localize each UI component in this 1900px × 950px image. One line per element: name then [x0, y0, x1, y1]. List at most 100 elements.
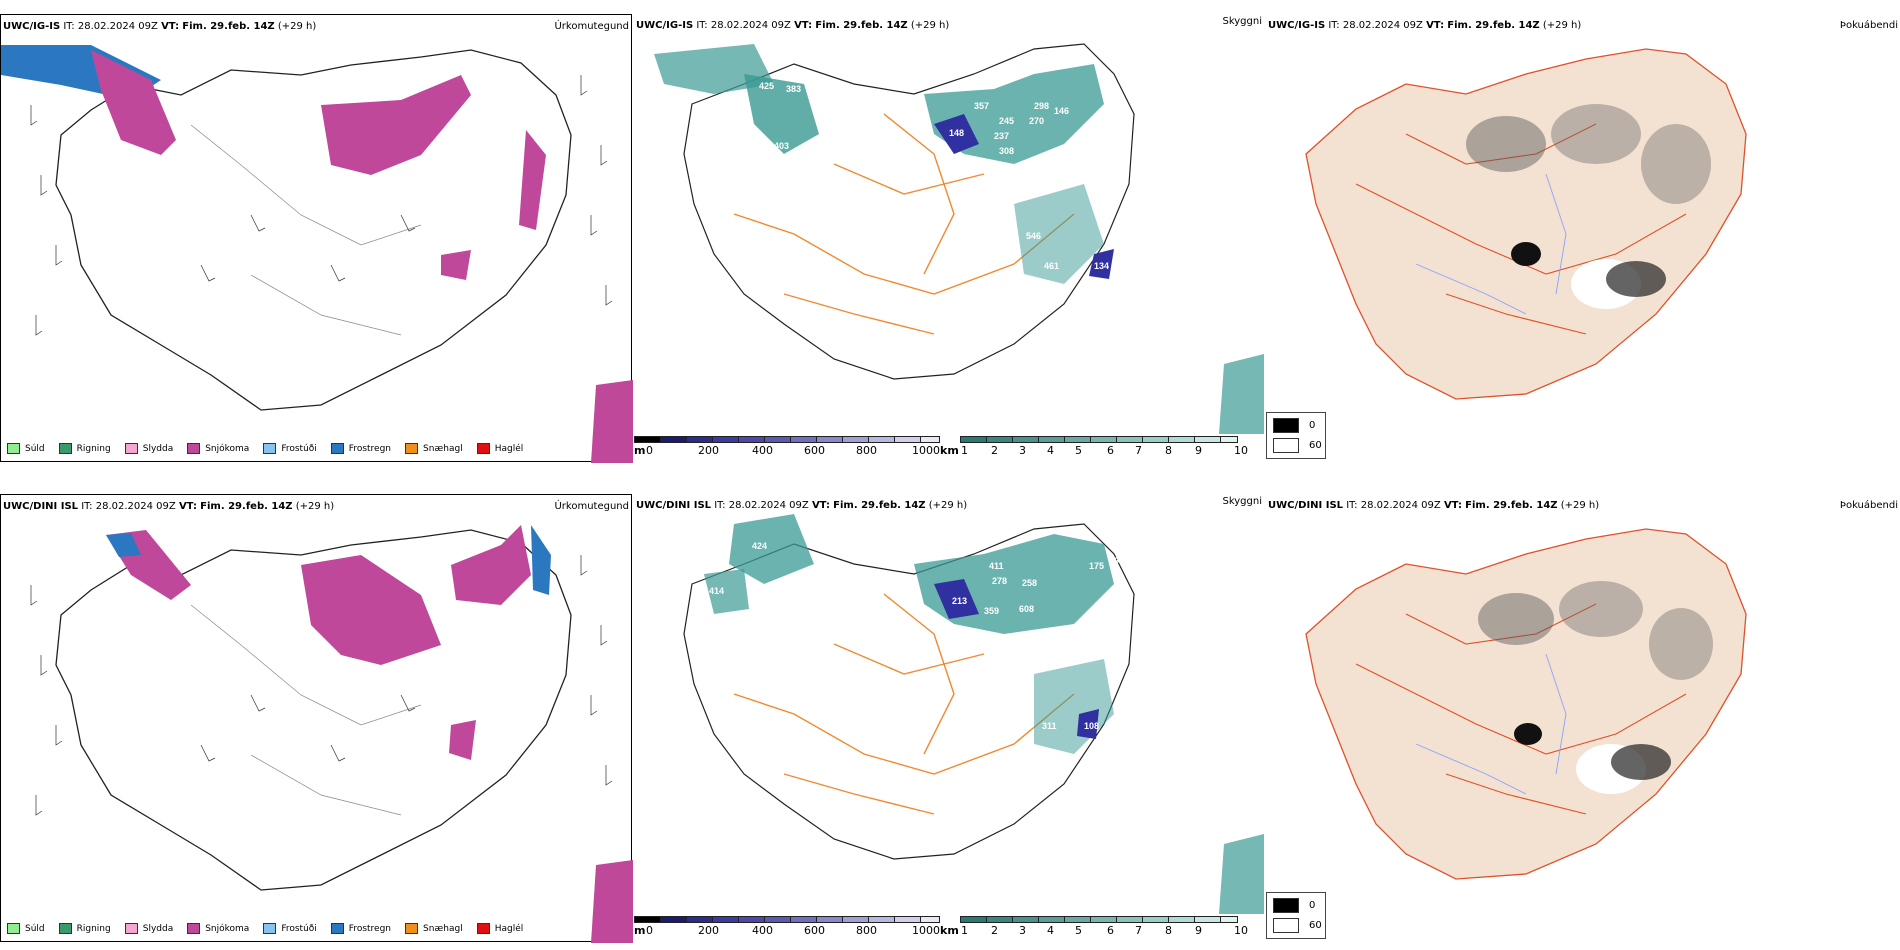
visibility-map-panel: 425 383 403 357 245 237 308 209 158 270 … — [634, 14, 1264, 462]
scale-km-tick: 9 — [1195, 444, 1202, 457]
vis-label: 258 — [1022, 578, 1037, 588]
scale-m-tick: 600 — [804, 444, 825, 457]
visibility-scale-m-2 — [634, 916, 940, 923]
scale-km-tick: 7 — [1135, 444, 1142, 457]
scale-km-tick: 2 — [991, 924, 998, 937]
visibility-panel-title: Skyggni — [1222, 16, 1262, 27]
legend-item-haglel: Haglél — [476, 443, 523, 454]
scale-km-tick: 4 — [1047, 444, 1054, 457]
scale-m-tick: 800 — [856, 444, 877, 457]
scale-km-tick: 9 — [1195, 924, 1202, 937]
fog-legend-row: 0 — [1273, 898, 1315, 913]
vis-label: 383 — [786, 84, 801, 94]
precip-panel-title-2: Úrkomutegund — [554, 501, 629, 512]
precip-legend-2: Súld Rigning Slydda Snjókoma Frostúði Fr… — [7, 923, 523, 934]
visibility-scale-km-2 — [960, 916, 1238, 923]
vis-label: 424 — [752, 541, 767, 551]
fog-header-2: UWC/DINI ISL IT: 28.02.2024 09Z VT: Fim.… — [1268, 500, 1600, 511]
legend-item-snaehagl: Snæhagl — [405, 443, 463, 454]
scale-m-tick: 0 — [646, 444, 653, 457]
precip-map-graphic-2 — [30, 525, 633, 943]
legend-item-rigning: Rigning — [58, 443, 111, 454]
visibility-header: UWC/IG-IS IT: 28.02.2024 09Z VT: Fim. 29… — [636, 20, 950, 31]
precip-type-map-panel-2: UWC/DINI ISL IT: 28.02.2024 09Z VT: Fim.… — [0, 494, 633, 943]
vis-label: 298 — [1034, 101, 1049, 111]
fog-legend: 0 60 — [1266, 412, 1326, 459]
scale-km-tick: 8 — [1165, 444, 1172, 457]
precip-map-graphic — [1, 45, 633, 463]
scale-km-tick: 3 — [1019, 444, 1026, 457]
precip-header-2: UWC/DINI ISL IT: 28.02.2024 09Z VT: Fim.… — [3, 501, 335, 512]
scale-km-unit: km — [940, 444, 959, 457]
visibility-map-panel-2: 424 414 411 278 213 359 258 608 175 395 … — [634, 494, 1264, 942]
vis-label: 144 — [949, 666, 964, 676]
scale-m-tick: 200 — [698, 444, 719, 457]
legend-item-frostudi: Frostúði — [263, 443, 317, 454]
vis-label: 403 — [774, 141, 789, 151]
fog-legend-row: 0 — [1273, 418, 1315, 433]
fog-header: UWC/IG-IS IT: 28.02.2024 09Z VT: Fim. 29… — [1268, 20, 1582, 31]
scale-m-unit: m — [634, 444, 646, 457]
fog-shading — [1466, 104, 1711, 309]
precip-panel-title: Úrkomutegund — [554, 21, 629, 32]
scale-m-tick: 1000 — [912, 924, 940, 937]
scale-m-tick: 400 — [752, 444, 773, 457]
scale-m-unit: m — [634, 924, 646, 937]
visibility-panel-title-2: Skyggni — [1222, 496, 1262, 507]
vis-label: 414 — [709, 586, 724, 596]
vis-label: 608 — [1019, 604, 1034, 614]
scale-km-tick: 5 — [1075, 924, 1082, 937]
visibility-scale-km — [960, 436, 1238, 443]
vis-label: 546 — [1026, 231, 1041, 241]
legend-item-slydda: Slydda — [124, 923, 173, 934]
vis-label: 411 — [989, 561, 1004, 571]
legend-item-snjokoma: Snjókoma — [187, 443, 249, 454]
scale-m-tick: 0 — [646, 924, 653, 937]
fog-indicator-map-panel-2: UWC/DINI ISL IT: 28.02.2024 09Z VT: Fim.… — [1266, 494, 1900, 942]
vis-label: 461 — [1044, 261, 1059, 271]
legend-item-frostregn: Frostregn — [330, 923, 391, 934]
scale-km-tick: 4 — [1047, 924, 1054, 937]
vis-label: 146 — [1054, 106, 1069, 116]
visibility-values-row2: 424 414 411 278 213 359 258 608 175 395 … — [709, 541, 1124, 731]
vis-label: 108 — [1084, 721, 1099, 731]
scale-m-tick: 400 — [752, 924, 773, 937]
scale-km-tick: 10 — [1234, 444, 1248, 457]
vis-label: 357 — [974, 101, 989, 111]
vis-label: 245 — [999, 116, 1014, 126]
scale-m-tick: 200 — [698, 924, 719, 937]
scale-km-tick: 6 — [1107, 924, 1114, 937]
vis-label: 209 — [969, 156, 984, 166]
fog-legend-row: 60 — [1273, 438, 1322, 453]
legend-item-frostregn: Frostregn — [330, 443, 391, 454]
scale-km-tick: 10 — [1234, 924, 1248, 937]
fog-map-graphic — [1305, 48, 1747, 400]
legend-item-frostudi: Frostúði — [263, 923, 317, 934]
fog-panel-title-2: Þokuábendi — [1839, 500, 1898, 511]
scale-km-tick: 3 — [1019, 924, 1026, 937]
legend-item-sudd: Súld — [7, 923, 45, 934]
precip-type-map-panel: UWC/IG-IS IT: 28.02.2024 09Z VT: Fim. 29… — [0, 14, 633, 463]
visibility-scale-m — [634, 436, 940, 443]
fog-panel-title: Þokuábendi — [1839, 20, 1898, 31]
vis-label: 308 — [999, 146, 1014, 156]
vis-label: 359 — [984, 606, 999, 616]
vis-label: 282 — [1094, 601, 1109, 611]
scale-km-tick: 1 — [961, 444, 968, 457]
vis-label: 311 — [1042, 721, 1057, 731]
vis-label: 213 — [952, 596, 967, 606]
legend-item-rigning: Rigning — [58, 923, 111, 934]
scale-km-tick: 1 — [961, 924, 968, 937]
legend-item-sudd: Súld — [7, 443, 45, 454]
vis-label: 395 — [1109, 556, 1124, 566]
visibility-map-graphic: 425 383 403 357 245 237 308 209 158 270 … — [654, 43, 1264, 434]
scale-km-unit: km — [940, 924, 959, 937]
scale-m-tick: 1000 — [912, 444, 940, 457]
visibility-values-row1: 425 383 403 357 245 237 308 209 158 270 … — [759, 81, 1109, 271]
legend-item-slydda: Slydda — [124, 443, 173, 454]
legend-item-haglel: Haglél — [476, 923, 523, 934]
fog-map-graphic-2 — [1305, 528, 1747, 880]
vis-label: 278 — [992, 576, 1007, 586]
vis-label: 134 — [1094, 261, 1109, 271]
scale-km-tick: 2 — [991, 444, 998, 457]
